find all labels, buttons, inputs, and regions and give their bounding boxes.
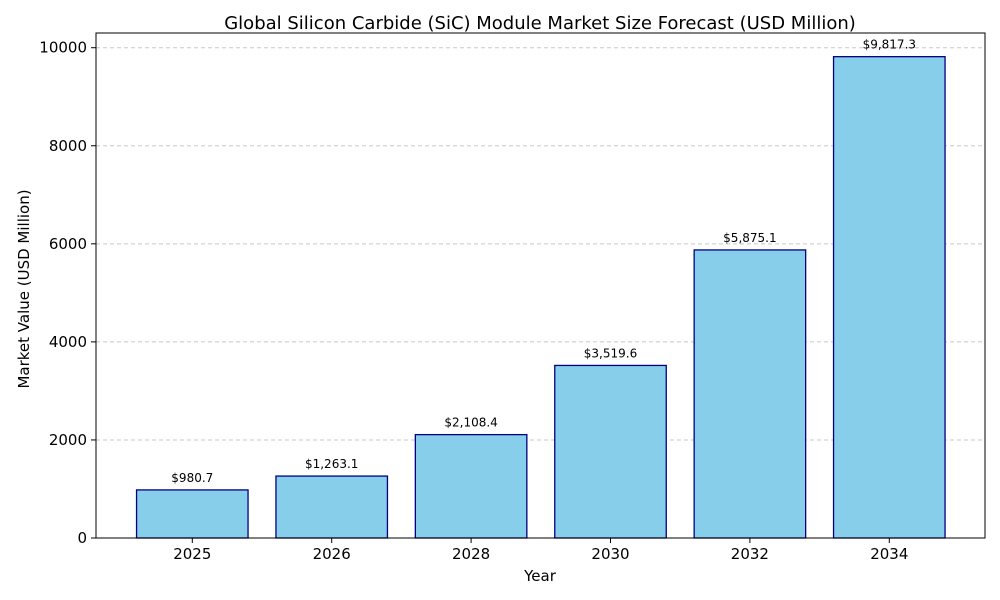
bar-value-label: $3,519.6 [584, 346, 637, 360]
x-tick-label: 2032 [731, 545, 769, 563]
bar [554, 364, 667, 539]
bar-value-label: $5,875.1 [723, 231, 776, 245]
y-tick-label: 0 [77, 529, 87, 547]
y-tick-label: 2000 [49, 431, 87, 449]
bar [693, 249, 807, 539]
bars [135, 56, 946, 539]
y-axis-label: Market Value (USD Million) [15, 189, 33, 388]
bar [135, 489, 249, 539]
bar-value-label: $2,108.4 [444, 416, 497, 430]
x-tick-label: 2034 [870, 545, 908, 563]
bar-value-label: $980.7 [171, 471, 213, 485]
bar [275, 475, 389, 539]
bar [832, 56, 946, 539]
chart-title: Global Silicon Carbide (SiC) Module Mark… [224, 13, 856, 34]
y-tick-label: 6000 [49, 235, 87, 253]
y-axis: 0 2000 4000 6000 8000 10000 [39, 39, 96, 547]
y-tick-label: 4000 [49, 333, 87, 351]
x-axis: 2025 2026 2028 2030 2032 2034 [173, 538, 908, 563]
y-tick-label: 8000 [49, 137, 87, 155]
bar [414, 433, 528, 539]
bar-value-label: $9,817.3 [863, 38, 916, 52]
x-tick-label: 2026 [313, 545, 351, 563]
value-labels: $980.7 $1,263.1 $2,108.4 $3,519.6 $5,875.1 $9… [171, 38, 916, 485]
gridlines [96, 47, 985, 441]
bar-value-label: $1,263.1 [305, 457, 358, 471]
x-axis-label: Year [523, 567, 557, 585]
x-tick-label: 2025 [173, 545, 211, 563]
x-tick-label: 2028 [452, 545, 490, 563]
y-tick-label: 10000 [39, 39, 87, 57]
x-tick-label: 2030 [591, 545, 629, 563]
axes-frame [95, 32, 986, 539]
